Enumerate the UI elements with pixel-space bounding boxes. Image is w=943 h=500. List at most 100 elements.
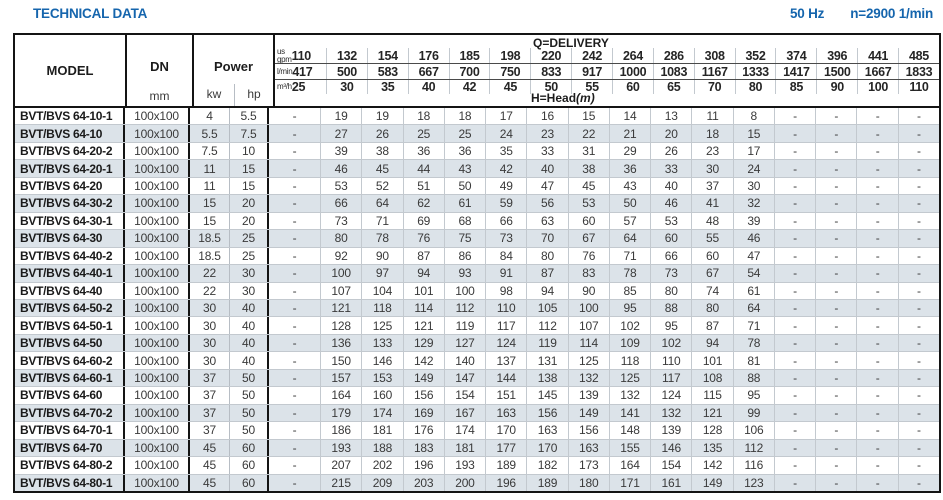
power-hp-cell: 50	[230, 404, 269, 422]
head-value-cell: -	[815, 160, 856, 177]
model-cell: BVT/BVS 64-80-2	[15, 457, 125, 474]
head-value-cell: -	[815, 282, 856, 299]
head-value-cell: -	[773, 317, 815, 334]
head-value-cell: 29	[608, 142, 650, 160]
head-value-cell: 100	[443, 282, 485, 299]
head-value-cell: 84	[485, 247, 526, 265]
head-value-cell: 80	[691, 299, 732, 317]
head-value-cell: 186	[320, 422, 361, 439]
delivery-value: 750	[489, 64, 530, 79]
head-value-cell: 23	[526, 125, 567, 142]
delivery-value: 700	[448, 64, 490, 79]
column-header-model: MODEL	[15, 35, 127, 106]
power-kw-cell: 45	[190, 457, 230, 474]
power-hp-cell: 40	[230, 299, 269, 317]
head-value-cell: 56	[526, 195, 567, 212]
head-value-cell: -	[815, 265, 856, 282]
power-kw-cell: 15	[190, 212, 230, 230]
head-value-cell: 45	[361, 160, 402, 177]
model-header-label: MODEL	[46, 63, 94, 78]
power-kw-cell: 7.5	[190, 142, 230, 160]
delivery-value: 500	[326, 64, 367, 79]
head-value-cell: 170	[526, 439, 567, 457]
head-value-cell: 109	[608, 334, 650, 352]
column-header-power: Power kw hp	[194, 35, 275, 106]
head-value-cell: 125	[361, 317, 402, 334]
head-value-cell: 11	[691, 108, 732, 125]
head-value-cell: 63	[526, 212, 567, 230]
head-value-cell: 16	[526, 108, 567, 125]
model-cell: BVT/BVS 64-70-2	[15, 404, 125, 422]
head-value-cell: 52	[361, 177, 402, 195]
head-value-cell: 150	[320, 352, 361, 369]
head-value-cell: 181	[443, 439, 485, 457]
head-value-cell: 17	[485, 108, 526, 125]
delivery-row-usgpm: us gpm 110 132 154 176 185 198 220 242 264 286 308 35…	[275, 47, 939, 63]
head-value-cell: 147	[443, 369, 485, 387]
head-value-cell: 50	[443, 177, 485, 195]
head-value-cell: 15	[567, 108, 609, 125]
delivery-value: 374	[775, 48, 816, 63]
head-label-row: H=Head(m)	[275, 91, 939, 106]
unit-label: m³/h	[277, 82, 292, 91]
model-cell: BVT/BVS 64-20-2	[15, 142, 125, 160]
delivery-value: 1333	[734, 64, 776, 79]
head-value-cell: -	[292, 475, 297, 490]
head-value-cell: 107	[320, 282, 361, 299]
head-value-cell: 44	[402, 160, 444, 177]
head-value-cell: 25	[443, 125, 485, 142]
head-value-cell: 157	[320, 369, 361, 387]
head-value-cell: 92	[320, 247, 361, 265]
head-value-cell: 137	[485, 352, 526, 369]
head-value-cell: 78	[361, 230, 402, 247]
head-value-cell: -	[773, 177, 815, 195]
head-value-cell: 99	[732, 404, 774, 422]
head-value-cell: -	[897, 212, 939, 230]
dn-cell: 100x100	[125, 265, 190, 282]
head-value-cell: -	[292, 196, 297, 211]
head-value-cell: 87	[526, 265, 567, 282]
head-value-cell: 36	[608, 160, 650, 177]
delivery-value: 60	[612, 80, 653, 94]
dn-cell: 100x100	[125, 177, 190, 195]
head-value-cell: 125	[567, 352, 609, 369]
delivery-value: 35	[366, 80, 408, 94]
head-value-cell: -	[773, 230, 815, 247]
head-value-cell: 161	[650, 474, 691, 491]
head-value-cell: 61	[443, 195, 485, 212]
head-value-cell: -	[856, 108, 897, 125]
head-value-cell: -	[856, 422, 897, 439]
head-value-cell: 64	[361, 195, 402, 212]
head-value-cell: -	[815, 352, 856, 369]
head-value-cell: 49	[485, 177, 526, 195]
dn-cell: 100x100	[125, 387, 190, 404]
delivery-value: 220	[530, 48, 571, 63]
head-value-cell: 164	[320, 387, 361, 404]
head-value-cell: -	[292, 283, 297, 298]
head-value-cell: -	[773, 265, 815, 282]
head-value-cell: 39	[320, 142, 361, 160]
head-value-cell: -	[815, 457, 856, 474]
delivery-value: 45	[489, 80, 530, 94]
delivery-value: 242	[571, 48, 612, 63]
head-value-cell: 73	[485, 230, 526, 247]
table-row: BVT/BVS 64-80-1 100x100 45 60-215 209 203 200 1…	[15, 473, 939, 491]
head-value-cell: 115	[691, 387, 732, 404]
head-value-cell: 51	[402, 177, 444, 195]
dn-cell: 100x100	[125, 317, 190, 334]
head-value-cell: -	[897, 282, 939, 299]
head-value-cell: -	[897, 177, 939, 195]
head-label: H=Head(m)	[531, 91, 595, 105]
head-value-cell: 156	[567, 422, 609, 439]
head-value-cell: -	[773, 195, 815, 212]
head-value-cell: 20	[650, 125, 691, 142]
head-value-cell: 183	[402, 439, 444, 457]
delivery-value: 308	[693, 48, 735, 63]
head-value-cell: 129	[402, 334, 444, 352]
head-value-cell: 127	[443, 334, 485, 352]
speed-label: n=2900 1/min	[850, 6, 933, 21]
head-value-cell: 33	[526, 142, 567, 160]
head-value-cell: 132	[650, 404, 691, 422]
head-value-cell: 203	[402, 474, 444, 491]
table-row: BVT/BVS 64-10-1 100x100 4 5.5-19 19 18 18 17 16 1…	[15, 108, 939, 125]
